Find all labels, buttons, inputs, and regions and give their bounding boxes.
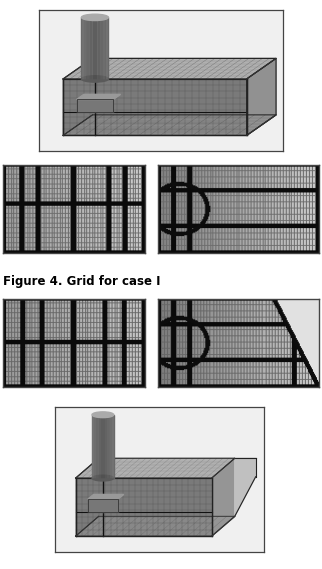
Polygon shape <box>88 499 118 512</box>
Polygon shape <box>92 415 114 478</box>
Polygon shape <box>63 79 247 135</box>
Ellipse shape <box>81 76 109 82</box>
Polygon shape <box>63 115 276 135</box>
Text: Figure 4. Grid for case I: Figure 4. Grid for case I <box>3 274 161 287</box>
Ellipse shape <box>92 475 114 481</box>
Ellipse shape <box>81 14 109 20</box>
Polygon shape <box>76 478 212 536</box>
Polygon shape <box>88 494 124 499</box>
Polygon shape <box>81 18 109 79</box>
Polygon shape <box>76 458 235 478</box>
Polygon shape <box>247 59 276 135</box>
Polygon shape <box>77 94 121 100</box>
Polygon shape <box>77 100 113 112</box>
Polygon shape <box>235 458 256 516</box>
Polygon shape <box>212 458 235 536</box>
Polygon shape <box>63 59 276 79</box>
Ellipse shape <box>92 412 114 418</box>
Polygon shape <box>76 516 235 536</box>
